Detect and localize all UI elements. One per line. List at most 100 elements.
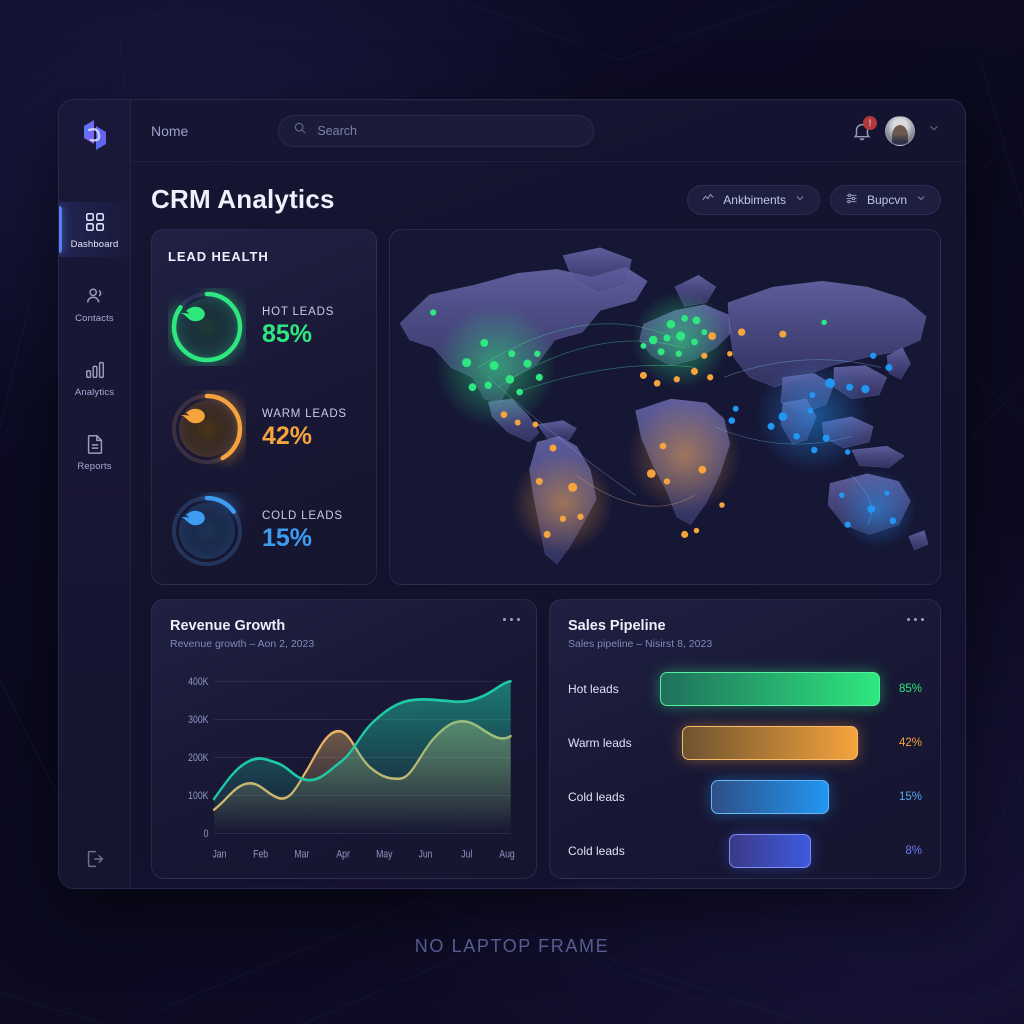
dashboard-content: LEAD HEALTH [131, 223, 965, 888]
revenue-growth-card: Revenue Growth Revenue growth – Aon 2, 2… [151, 598, 537, 879]
svg-text:Mar: Mar [294, 848, 310, 860]
bottom-row: Revenue Growth Revenue growth – Aon 2, 2… [151, 598, 941, 879]
sidebar-item-label: Reports [77, 461, 112, 472]
main-area: Nome ! [131, 100, 965, 888]
sidebar-item-label: Analytics [74, 387, 115, 398]
flame-icon [178, 306, 205, 322]
pipeline-bars: Hot leads 85% Warm leads [568, 671, 922, 868]
svg-text:Apr: Apr [336, 848, 350, 860]
pipeline-bar-value: 85% [898, 682, 922, 695]
trend-line-icon [701, 191, 715, 208]
search-bar[interactable] [278, 114, 595, 147]
pipeline-bar-label: Cold leads [568, 789, 625, 804]
breadcrumb[interactable]: Nome [151, 122, 189, 139]
svg-text:Aug: Aug [499, 848, 514, 860]
search-input[interactable] [317, 123, 580, 138]
app-logo[interactable] [78, 118, 112, 152]
pipeline-bar-fill [729, 833, 811, 868]
svg-text:May: May [376, 848, 393, 860]
pipeline-bar-label: Cold leads [568, 843, 625, 858]
hot-leads-label: HOT LEADS [262, 305, 335, 318]
sidebar-item-analytics[interactable]: Analytics [59, 350, 130, 405]
lead-health-row-cold: COLD LEADS 15% [168, 492, 360, 570]
sales-pipeline-card: Sales Pipeline Sales pipeline – Nisirst … [549, 598, 941, 879]
app-window: Dashboard Contacts [58, 99, 966, 889]
sidebar-item-dashboard[interactable]: Dashboard [59, 202, 130, 257]
svg-text:0: 0 [204, 828, 209, 840]
pipeline-bar-track[interactable] [660, 725, 880, 760]
warm-leads-value: 42% [262, 421, 313, 450]
notification-badge: ! [863, 115, 877, 130]
adjustments-dropdown-label: Ankbiments [723, 192, 786, 207]
sidebar-item-label: Contacts [75, 313, 114, 324]
svg-text:Jul: Jul [461, 848, 472, 860]
lead-health-row-warm: WARM LEADS 42% [168, 390, 360, 468]
flame-icon [178, 510, 205, 526]
lead-health-row-hot: HOT LEADS 85% [168, 288, 360, 366]
hot-leads-gauge [168, 288, 246, 366]
pipeline-more-options[interactable] [906, 617, 924, 622]
pipeline-bar-track[interactable] [660, 833, 880, 868]
header-actions: Ankbiments [687, 184, 941, 215]
sidebar-item-label: Dashboard [70, 239, 119, 250]
world-activity-map[interactable] [389, 229, 941, 585]
document-icon [84, 433, 106, 455]
avatar[interactable] [885, 115, 915, 146]
svg-text:200K: 200K [188, 752, 209, 764]
sidebar-item-reports[interactable]: Reports [59, 424, 130, 479]
notification-bell-icon[interactable]: ! [851, 115, 877, 142]
logout-icon[interactable] [84, 848, 106, 870]
sidebar-item-contacts[interactable]: Contacts [59, 276, 130, 331]
pipeline-row-warm: Warm leads 42% [568, 725, 922, 760]
pipeline-bar-label: Warm leads [568, 735, 632, 750]
pipeline-card-title: Sales Pipeline [568, 617, 666, 634]
chevron-down-icon[interactable] [927, 121, 941, 140]
pipeline-bar-track[interactable] [660, 779, 880, 814]
pipeline-bar-track[interactable] [660, 671, 880, 706]
lead-health-card: LEAD HEALTH [151, 229, 377, 585]
svg-text:300K: 300K [188, 714, 209, 726]
svg-text:Jun: Jun [418, 848, 432, 860]
pipeline-bar-fill [710, 779, 830, 814]
sidebar: Dashboard Contacts [59, 100, 131, 888]
revenue-line-chart[interactable]: 400K 300K 200K 100K 0 [170, 660, 518, 868]
pipeline-bar-label: Hot leads [568, 681, 619, 696]
warm-leads-gauge [168, 390, 246, 468]
warm-leads-label: WARM LEADS [262, 407, 347, 420]
svg-text:Feb: Feb [253, 848, 268, 860]
flame-icon [178, 408, 205, 424]
top-row: LEAD HEALTH [151, 229, 941, 585]
people-icon [84, 285, 106, 307]
svg-text:400K: 400K [188, 676, 209, 688]
revenue-card-subtitle: Revenue growth – Aon 2, 2023 [170, 637, 315, 650]
search-icon [293, 121, 307, 140]
topbar: Nome ! [131, 100, 965, 162]
pipeline-row-cold-2: Cold leads 8% [568, 833, 922, 868]
page-header: CRM Analytics Ankbiments [131, 162, 965, 223]
bar-chart-icon [84, 359, 106, 381]
grid-icon [84, 211, 106, 233]
footnote-text: NO LAPTOP FRAME [414, 936, 610, 956]
chevron-down-icon [915, 192, 927, 207]
hot-leads-value: 85% [262, 319, 313, 348]
pipeline-bar-value: 15% [898, 790, 922, 803]
lead-health-title: LEAD HEALTH [168, 249, 269, 264]
pipeline-row-hot: Hot leads 85% [568, 671, 922, 706]
filters-dropdown[interactable]: Bupcvn [829, 184, 941, 215]
pipeline-card-subtitle: Sales pipeline – Nisirst 8, 2023 [568, 637, 713, 650]
filters-dropdown-label: Bupcvn [866, 192, 907, 207]
filter-sliders-icon [844, 191, 859, 209]
pipeline-row-cold-1: Cold leads 15% [568, 779, 922, 814]
revenue-more-options[interactable] [502, 617, 520, 622]
svg-text:Jan: Jan [212, 848, 226, 860]
chevron-down-icon [794, 192, 806, 207]
cold-leads-gauge [168, 492, 246, 570]
adjustments-dropdown[interactable]: Ankbiments [687, 184, 820, 215]
topbar-actions: ! [851, 115, 941, 146]
page-title: CRM Analytics [151, 184, 335, 214]
pipeline-bar-value: 42% [898, 736, 922, 749]
revenue-card-title: Revenue Growth [170, 617, 286, 634]
svg-text:100K: 100K [188, 790, 209, 802]
pipeline-bar-fill [660, 671, 880, 706]
